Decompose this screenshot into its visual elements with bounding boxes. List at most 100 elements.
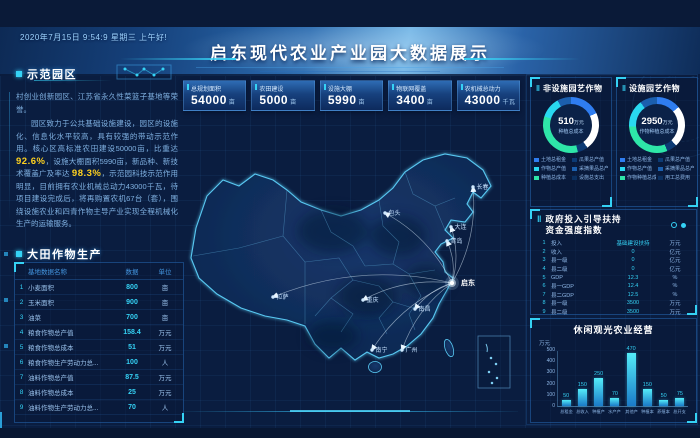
circle-filled-icon [681,223,686,228]
gov-fund-panel: ‖ 政府投入引导扶持 资金强度指数 1 投入 基础建设扶持 万元 2 收入 0 亿元 3 县一级 0… [530,209,697,317]
legend-item: 设施总支出 [572,174,608,181]
city-marker: 青岛 [445,237,463,245]
bar [561,400,571,406]
row-unit: 万元 [158,390,172,397]
stat-card-value: 3400 亩 [389,93,450,107]
row-index: 6 [542,283,546,290]
stat-card-unit: 亩 [358,100,366,106]
city-label: 大连 [455,223,467,231]
row-value: 25 [128,388,136,396]
bar-category-label: 水产产 [608,409,622,415]
row-index: 5 [542,274,546,281]
row-value: 0 [631,257,635,264]
flight-line [271,274,453,298]
field-crops-panel: 基地数据名称 数据 单位 1 小麦面积 800 亩 2 玉米面积 900 亩 3 油菜 700 亩 4 粮… [14,262,184,423]
city-label: 启东 [461,278,475,287]
y-axis-tick: 100 [546,391,555,398]
row-index: 2 [19,298,24,306]
donut-label: 种植总成本 [558,128,584,135]
legend-swatch [658,166,663,171]
table-row: 6 县一GDP 12.4% [537,282,690,291]
leisure-agri-panel: 休闲观光农业经营 万元 0 100 200 300 400 500 50 总租金 150 总收入 2… [530,318,697,423]
row-unit: % [672,283,678,290]
bar [659,400,669,406]
legend-item: 用工总费用 [658,174,694,181]
legend-label: 瓜果总产值 [665,157,691,163]
table-row: 6 粮食作物生产劳动力总... 100 人 [15,355,183,370]
city-label: 广州 [406,346,418,354]
row-index: 1 [542,240,546,247]
stat-card-value: 5990 亩 [321,93,382,107]
row-name: 油料作物生产劳动力总... [28,405,99,412]
row-name: 投入 [551,241,563,248]
section-bullet-icon [16,71,22,77]
row-index: 3 [542,257,546,264]
bar-column: 150 种植本 [641,382,654,414]
bar-value-label: 50 [563,393,570,400]
legend-label: 作物种植总成本 [627,175,656,181]
row-value: 0 [631,248,635,255]
flight-line [370,282,453,352]
bar-value-label: 250 [594,371,604,377]
bar-value-label: 70 [611,391,618,398]
donut-value: 510 [558,115,574,127]
bar-column: 50 养殖本 [657,393,670,414]
row-unit: 亩 [161,285,169,292]
bar-value-label: 50 [660,393,667,400]
stat-card-label: 物联网覆盖 [389,81,450,93]
stat-card-number: 43000 [464,93,501,107]
donut-label: 作物种植总成本 [639,128,675,135]
donut-hole [636,104,678,146]
table-row: 7 油料作物总产值 87.5 万元 [15,370,183,385]
table-row: 7 县二GDP 12.5% [537,291,690,300]
row-value: 0 [631,266,635,273]
stat-card: 设施大棚 5990 亩 [319,80,384,111]
flight-line [361,281,453,301]
row-value: 100 [126,358,138,366]
edge-square-decoration [4,298,8,302]
bar-column: 75 总开支 [674,391,687,415]
nonfacility-crops-panel: ‖ 非设施园艺作物 510万元 种植总成本 土地总租金 瓜果总产值 作物总产值 采摘果… [530,77,612,207]
stat-card-number: 5000 [259,93,289,107]
legend-item: 瓜果总产值 [572,156,608,163]
donut-value: 2950 [641,115,663,127]
body-text: 园区致力于公共基础设施建设，园区的设施化、信息化水平较高，具有较强的带动示范作用… [16,119,178,153]
legend-swatch [572,175,577,180]
bar-category-label: 养殖本 [657,409,671,415]
legend-label: 种植总成本 [541,175,567,181]
demo-park-header: 示范园区 [16,66,77,82]
map-baseline-highlight [290,410,410,412]
table-row: 9 县二级 3500 万元 [537,308,690,317]
col-value: 数据 [125,269,139,276]
legend-swatch [620,157,625,162]
stat-card-unit: 亩 [290,100,297,106]
circuit-decoration-icon [116,64,172,80]
row-name: 县二GDP [551,292,574,299]
park-intro: 村创业创新园区、江苏省永久性菜篮子基地等荣誉。 [16,92,178,114]
flight-line [400,282,453,352]
stat-card-unit: 亩 [228,100,236,106]
city-label: 包头 [389,209,401,217]
hainan-island [368,361,382,373]
bar-column: 250 种植产 [592,371,605,414]
bar-category-label: 总开支 [673,409,687,415]
donut-center-text: 510万元 种植总成本 [543,97,599,153]
row-name: 县二级 [551,267,568,274]
legend-item: 作物总产值 [534,165,570,172]
row-name: 油料作物总产值 [28,375,74,382]
table-row: 3 油菜 700 亩 [15,310,183,325]
bar-category-label: 总收入 [576,409,589,415]
legend-label: 瓜果总产值 [579,157,605,163]
row-value: 158.4 [123,328,141,336]
table-row: 3 县一级 0 亿元 [537,256,690,265]
bottom-strip [0,428,700,438]
flight-line [449,225,457,284]
row-name: 县二级 [551,310,568,317]
legend-item: 瓜果总产值 [658,156,694,163]
bar-column: 150 总收入 [576,382,589,414]
row-unit: 亩 [161,300,169,307]
bar [626,353,636,406]
row-unit: 万元 [669,301,681,308]
